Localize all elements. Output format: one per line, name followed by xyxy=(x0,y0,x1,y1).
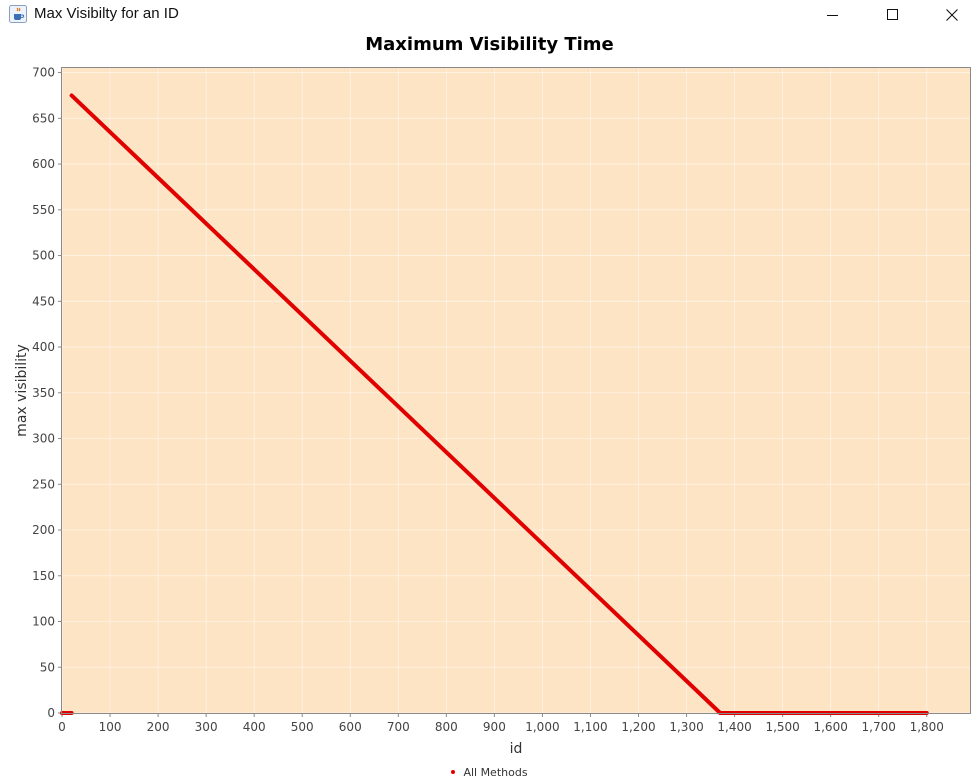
x-axis-label: id xyxy=(510,741,523,757)
y-axis-label: max visibility xyxy=(14,344,30,437)
y-axis: 0 50 100 150 200 250 300 350 400 450 500 550 600 650 7… xyxy=(32,66,62,720)
chart-legend: All Methods xyxy=(0,766,979,779)
maximize-button[interactable] xyxy=(870,0,916,30)
close-button[interactable] xyxy=(929,0,975,30)
plot-border xyxy=(61,67,971,714)
y-tick-label: 250 xyxy=(32,477,55,491)
y-tick-label: 500 xyxy=(32,249,55,263)
y-tick-label: 700 xyxy=(32,66,55,80)
y-tick-label: 50 xyxy=(40,660,55,674)
legend-marker xyxy=(451,770,456,774)
minimize-button[interactable] xyxy=(810,0,856,30)
x-tick-label: 1,000 xyxy=(525,720,559,734)
y-tick-label: 0 xyxy=(47,706,55,720)
window-title: Max Visibilty for an ID xyxy=(34,5,179,22)
y-tick-label: 150 xyxy=(32,569,55,583)
window-titlebar[interactable]: Max Visibilty for an ID xyxy=(0,0,979,30)
chart-panel: Maximum Visibility Time 0 50 100 150 200 250 3… xyxy=(0,30,979,782)
x-tick-label: 1,400 xyxy=(717,720,751,734)
x-tick-label: 1,200 xyxy=(621,720,655,734)
x-tick-label: 600 xyxy=(339,720,362,734)
x-tick-label: 100 xyxy=(99,720,122,734)
plot-area xyxy=(62,68,970,713)
y-tick-label: 650 xyxy=(32,111,55,125)
x-tick-label: 1,600 xyxy=(813,720,847,734)
x-tick-label: 1,300 xyxy=(669,720,703,734)
x-tick-label: 1,700 xyxy=(862,720,896,734)
close-icon xyxy=(946,9,958,21)
x-tick-label: 0 xyxy=(58,720,66,734)
x-tick-label: 1,500 xyxy=(765,720,799,734)
y-tick-label: 300 xyxy=(32,432,55,446)
x-tick-label: 1,800 xyxy=(910,720,944,734)
minimize-icon xyxy=(827,15,838,16)
y-tick-label: 400 xyxy=(32,340,55,354)
series-line-segment xyxy=(69,93,723,715)
x-tick-label: 200 xyxy=(147,720,170,734)
maximize-icon xyxy=(887,9,898,20)
line-chart: 0 50 100 150 200 250 300 350 400 450 500 550 600 650 7… xyxy=(14,66,971,757)
legend-label: All Methods xyxy=(463,766,528,779)
x-tick-label: 700 xyxy=(387,720,410,734)
x-tick-label: 1,100 xyxy=(573,720,607,734)
x-axis: 0 100 200 300 400 500 600 700 800 900 1,000 1,100 1,… xyxy=(58,713,944,734)
y-tick-label: 600 xyxy=(32,157,55,171)
y-tick-label: 350 xyxy=(32,386,55,400)
x-tick-label: 400 xyxy=(243,720,266,734)
y-tick-label: 450 xyxy=(32,294,55,308)
y-tick-label: 100 xyxy=(32,615,55,629)
x-tick-label: 300 xyxy=(195,720,218,734)
java-cup-icon xyxy=(9,5,27,23)
chart-title: Maximum Visibility Time xyxy=(365,34,614,55)
x-tick-label: 900 xyxy=(483,720,506,734)
y-tick-label: 550 xyxy=(32,203,55,217)
x-tick-label: 800 xyxy=(435,720,458,734)
y-tick-label: 200 xyxy=(32,523,55,537)
x-tick-label: 500 xyxy=(291,720,314,734)
